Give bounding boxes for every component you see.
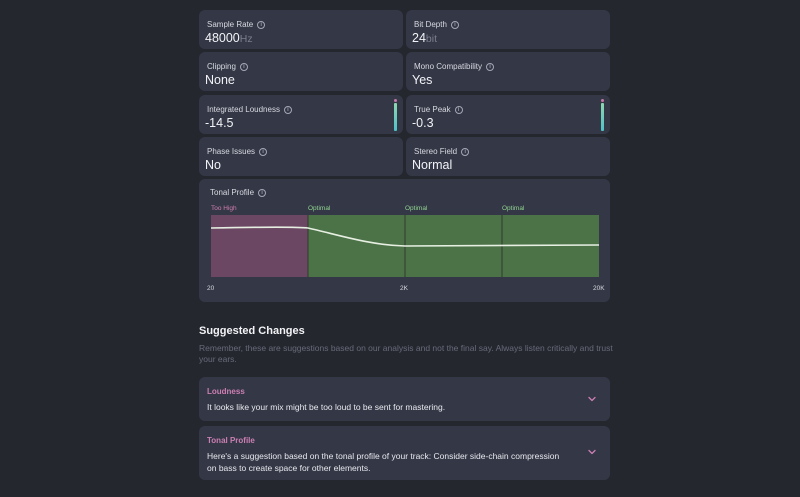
tonal-profile-label-row: Tonal Profile i bbox=[210, 188, 267, 197]
bit-depth-card: Bit Depth i 24bit bbox=[406, 10, 610, 49]
band-status-optimal-3: Optimal bbox=[502, 205, 525, 212]
x-axis-label-2k: 2K bbox=[400, 285, 409, 292]
band-status-optimal-2: Optimal bbox=[405, 205, 428, 212]
stereo-field-label: Stereo Field bbox=[414, 147, 458, 156]
stereo-field-value: Normal bbox=[412, 158, 453, 172]
sample-rate-label-row: Sample Rate i bbox=[207, 20, 266, 29]
mono-compatibility-label-row: Mono Compatibility i bbox=[414, 62, 495, 71]
sample-rate-number: 48000 bbox=[205, 31, 240, 45]
band-status-too-high: Too High bbox=[211, 205, 237, 212]
tonal-profile-card: Tonal Profile i Too High Optimal Optimal… bbox=[199, 179, 610, 302]
phase-issues-card: Phase Issues i No bbox=[199, 137, 403, 176]
info-icon[interactable]: i bbox=[258, 188, 267, 197]
integrated-loudness-value: -14.5 bbox=[205, 116, 234, 130]
clipping-label-row: Clipping i bbox=[207, 62, 248, 71]
band-too-high bbox=[211, 215, 308, 277]
integrated-loudness-label-row: Integrated Loudness i bbox=[207, 105, 292, 114]
sample-rate-card: Sample Rate i 48000Hz bbox=[199, 10, 403, 49]
suggested-changes-heading: Suggested Changes bbox=[199, 325, 305, 337]
true-peak-label-row: True Peak i bbox=[414, 105, 463, 114]
tonal-profile-title: Tonal Profile bbox=[210, 188, 255, 197]
meter-peak-dot bbox=[393, 99, 397, 102]
true-peak-label: True Peak bbox=[414, 105, 451, 114]
suggestion-tonal-profile[interactable]: Tonal Profile Here's a suggestion based … bbox=[199, 426, 610, 480]
info-icon[interactable]: i bbox=[450, 20, 459, 29]
suggestion-title: Tonal Profile bbox=[207, 436, 255, 445]
stereo-field-card: Stereo Field i Normal bbox=[406, 137, 610, 176]
suggestion-loudness[interactable]: Loudness It looks like your mix might be… bbox=[199, 377, 610, 421]
info-icon[interactable]: i bbox=[461, 147, 470, 156]
tonal-curve bbox=[210, 226, 600, 247]
meter-bar bbox=[600, 103, 604, 131]
suggestion-text: Here's a suggestion based on the tonal p… bbox=[207, 451, 560, 473]
band-status-optimal-1: Optimal bbox=[308, 205, 331, 212]
phase-issues-label: Phase Issues bbox=[207, 147, 256, 156]
bit-depth-unit: bit bbox=[425, 33, 437, 45]
suggestion-title: Loudness bbox=[207, 387, 245, 396]
loudness-meter bbox=[393, 99, 397, 131]
sample-rate-label: Sample Rate bbox=[207, 20, 254, 29]
clipping-label: Clipping bbox=[207, 62, 236, 71]
info-icon[interactable]: i bbox=[486, 62, 495, 71]
integrated-loudness-label: Integrated Loudness bbox=[207, 105, 280, 114]
phase-issues-label-row: Phase Issues i bbox=[207, 147, 268, 156]
info-icon[interactable]: i bbox=[454, 105, 463, 114]
meter-peak-dot bbox=[600, 99, 604, 102]
band-optimal-1 bbox=[308, 215, 405, 277]
chevron-down-icon[interactable] bbox=[588, 448, 596, 456]
mono-compatibility-card: Mono Compatibility i Yes bbox=[406, 52, 610, 91]
mono-compatibility-label: Mono Compatibility bbox=[414, 62, 483, 71]
bit-depth-label: Bit Depth bbox=[414, 20, 447, 29]
meter-bar bbox=[393, 103, 397, 131]
bit-depth-value: 24bit bbox=[412, 31, 437, 45]
x-axis-label-20: 20 bbox=[207, 285, 215, 292]
bit-depth-number: 24 bbox=[412, 31, 426, 45]
bit-depth-label-row: Bit Depth i bbox=[414, 20, 459, 29]
true-peak-meter bbox=[600, 99, 604, 131]
info-icon[interactable]: i bbox=[239, 62, 248, 71]
phase-issues-value: No bbox=[205, 158, 221, 172]
sample-rate-unit: Hz bbox=[239, 33, 253, 45]
info-icon[interactable]: i bbox=[283, 105, 292, 114]
tonal-profile-chart: Too High Optimal Optimal Optimal 20 2K 2… bbox=[207, 205, 605, 292]
clipping-value: None bbox=[205, 73, 235, 87]
x-axis-label-20k: 20K bbox=[593, 285, 605, 292]
clipping-card: Clipping i None bbox=[199, 52, 403, 91]
true-peak-card: True Peak i -0.3 bbox=[406, 95, 610, 134]
stereo-field-label-row: Stereo Field i bbox=[414, 147, 470, 156]
mono-compatibility-value: Yes bbox=[412, 73, 433, 87]
sample-rate-value: 48000Hz bbox=[205, 31, 253, 45]
true-peak-value: -0.3 bbox=[412, 116, 434, 130]
info-icon[interactable]: i bbox=[257, 20, 266, 29]
integrated-loudness-card: Integrated Loudness i -14.5 bbox=[199, 95, 403, 134]
chevron-down-icon[interactable] bbox=[588, 395, 596, 403]
suggestion-text: It looks like your mix might be too loud… bbox=[207, 402, 446, 412]
suggested-changes-description: Remember, these are suggestions based on… bbox=[199, 343, 613, 364]
info-icon[interactable]: i bbox=[259, 147, 268, 156]
